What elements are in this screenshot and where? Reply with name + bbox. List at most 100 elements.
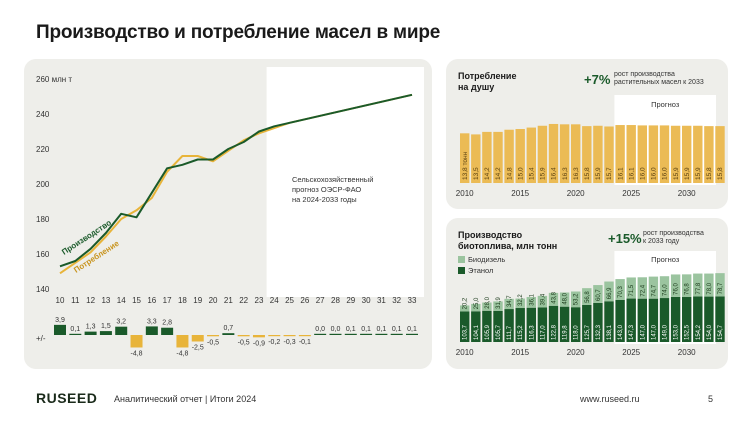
cons-bar-label: 16,3 xyxy=(573,167,580,180)
diff-bar xyxy=(298,335,311,337)
biodiesel-bar-label: 78,0 xyxy=(707,282,713,294)
per-capita-panel: Потребление на душу +7% рост производства ра… xyxy=(446,59,728,209)
x-tick-label: 2020 xyxy=(567,189,585,198)
ethanol-bar-label: 138,1 xyxy=(607,324,613,340)
diff-bar xyxy=(161,327,174,335)
forecast-label: Прогноз xyxy=(651,100,680,109)
forecast-area xyxy=(266,67,424,297)
diff-label: 0,1 xyxy=(407,326,417,333)
cons-bar xyxy=(615,125,625,183)
cons-bar-label: 16,0 xyxy=(662,167,669,180)
biodiesel-bar-label: 31,9 xyxy=(496,296,502,308)
diff-bar xyxy=(283,335,296,337)
biodiesel-bar xyxy=(593,285,603,303)
biodiesel-bar xyxy=(648,276,659,299)
cons-bar xyxy=(559,124,570,183)
biodiesel-bar-label: 36,1 xyxy=(529,293,535,305)
cons-bar xyxy=(637,125,647,183)
diff-bar xyxy=(344,333,357,335)
x-tick-label: 23 xyxy=(255,296,264,305)
cons-bar-label: 16,3 xyxy=(562,167,569,180)
diff-bar xyxy=(99,331,112,335)
ethanol-bar xyxy=(460,311,470,342)
diff-bar xyxy=(145,326,158,335)
legend-swatch-biodiesel xyxy=(458,256,465,263)
cons-bar-label: 16,1 xyxy=(617,167,624,180)
forecast-note-line: на 2024-2033 годы xyxy=(292,195,357,204)
cons-bar-label: 16,0 xyxy=(651,167,658,180)
ethanol-bar-label: 116,3 xyxy=(529,325,535,340)
ethanol-bar-label: 132,3 xyxy=(596,324,602,340)
x-tick-label: 29 xyxy=(346,296,355,305)
diff-label: -0,5 xyxy=(238,339,250,346)
cons-bar xyxy=(571,124,581,183)
cons-bar xyxy=(715,126,725,183)
page-title: Производство и потребление масел в мире xyxy=(36,22,441,43)
biodiesel-bar-label: 60,7 xyxy=(596,289,602,301)
diff-label: -4,8 xyxy=(176,350,188,357)
x-tick-label: 18 xyxy=(178,296,187,305)
ethanol-bar-label: 147,0 xyxy=(651,324,657,340)
bio-title-line: Производство xyxy=(458,230,523,240)
diff-label: 3,2 xyxy=(116,319,126,326)
biodiesel-bar xyxy=(460,305,470,312)
biodiesel-bar-label: 48,0 xyxy=(563,292,569,304)
ethanol-bar-label: 104,1 xyxy=(474,324,480,340)
ethanol-bar xyxy=(526,307,536,342)
biodiesel-bar-label: 74,7 xyxy=(651,284,657,296)
biodiesel-bar xyxy=(626,277,636,299)
x-tick-label: 11 xyxy=(71,296,80,305)
x-tick-label: 19 xyxy=(193,296,202,305)
biodiesel-bar xyxy=(682,274,692,298)
cons-bar-label: 14,2 xyxy=(484,167,491,180)
biodiesel-bar-label: 70,3 xyxy=(618,285,624,297)
diff-label: 0,1 xyxy=(392,326,402,333)
x-tick-label: 2025 xyxy=(622,189,640,198)
ethanol-bar xyxy=(571,307,581,342)
ethanol-bar-label: 111,7 xyxy=(507,325,513,340)
forecast-label: Прогноз xyxy=(651,255,680,264)
diff-bar xyxy=(222,333,235,335)
ethanol-bar xyxy=(471,311,481,342)
forecast-note-line: прогноз ОЭСР-ФАО xyxy=(292,185,361,194)
x-tick-label: 12 xyxy=(86,296,95,305)
diff-bar xyxy=(84,331,97,335)
cons-title-line: Потребление xyxy=(458,71,516,81)
production-line xyxy=(59,93,413,268)
cons-bar xyxy=(537,125,548,183)
biodiesel-bar-label: 32,2 xyxy=(518,294,524,306)
y-tick-label: 140 xyxy=(36,285,50,294)
biodiesel-bar-label: 56,8 xyxy=(585,291,591,303)
biodiesel-bar-label: 77,8 xyxy=(696,282,702,294)
ethanol-bar xyxy=(704,296,714,342)
biodiesel-bar xyxy=(482,302,492,311)
biodiesel-bar-label: 66,9 xyxy=(607,287,613,299)
biodiesel-bar xyxy=(504,298,514,310)
cons-bar xyxy=(460,133,470,183)
diff-bar xyxy=(360,333,373,335)
site-link[interactable]: www.ruseed.ru xyxy=(580,394,640,404)
biodiesel-bar xyxy=(548,292,559,306)
diff-label: 0,0 xyxy=(315,326,325,333)
y-tick-label: 160 xyxy=(36,250,50,259)
cons-bar-label: 16,0 xyxy=(640,167,647,180)
biodiesel-bar-label: 71,5 xyxy=(629,284,635,296)
x-tick-label: 32 xyxy=(392,296,401,305)
biodiesel-bar-label: 53,2 xyxy=(574,293,580,305)
x-tick-label: 27 xyxy=(316,296,325,305)
ethanol-bar xyxy=(659,298,670,342)
ethanol-bar xyxy=(493,310,503,342)
cons-bar-label: 15,9 xyxy=(684,167,691,180)
cons-bar-label: 14,8 xyxy=(506,167,513,180)
cons-bar-label: 14,2 xyxy=(495,167,502,180)
y-tick-label: 260 млн т xyxy=(36,75,72,84)
ethanol-bar-label: 115,2 xyxy=(518,325,524,340)
ethanol-bar-label: 105,7 xyxy=(496,324,502,340)
y-tick-label: 180 xyxy=(36,215,50,224)
ethanol-bar-label: 147,3 xyxy=(629,324,635,340)
biodiesel-bar-label: 76,0 xyxy=(674,283,680,295)
cons-bar-label: 16,1 xyxy=(628,167,635,180)
ethanol-bar-label: 153,0 xyxy=(674,324,680,340)
cons-bar-label: 15,9 xyxy=(595,167,602,180)
x-tick-label: 2015 xyxy=(511,348,529,357)
